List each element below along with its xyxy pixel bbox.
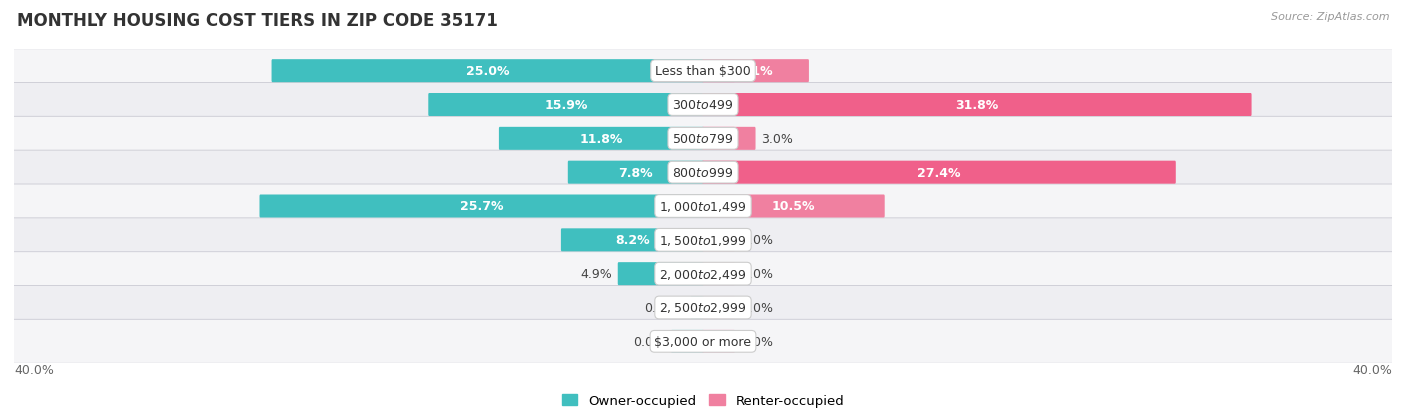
FancyBboxPatch shape xyxy=(690,296,704,319)
Text: $1,000 to $1,499: $1,000 to $1,499 xyxy=(659,199,747,214)
FancyBboxPatch shape xyxy=(0,320,1406,363)
Text: $300 to $499: $300 to $499 xyxy=(672,99,734,112)
Text: 25.7%: 25.7% xyxy=(460,200,503,213)
Legend: Owner-occupied, Renter-occupied: Owner-occupied, Renter-occupied xyxy=(561,394,845,407)
Text: 10.5%: 10.5% xyxy=(772,200,815,213)
Text: 40.0%: 40.0% xyxy=(14,363,53,376)
FancyBboxPatch shape xyxy=(702,161,1175,184)
FancyBboxPatch shape xyxy=(0,185,1406,228)
Text: 3.0%: 3.0% xyxy=(762,133,793,145)
Text: 4.9%: 4.9% xyxy=(579,268,612,280)
FancyBboxPatch shape xyxy=(702,330,735,353)
Text: 0.68%: 0.68% xyxy=(644,301,685,314)
FancyBboxPatch shape xyxy=(671,330,704,353)
FancyBboxPatch shape xyxy=(0,286,1406,330)
FancyBboxPatch shape xyxy=(702,296,735,319)
FancyBboxPatch shape xyxy=(702,94,1251,117)
Text: Less than $300: Less than $300 xyxy=(655,65,751,78)
Text: 6.1%: 6.1% xyxy=(738,65,773,78)
FancyBboxPatch shape xyxy=(499,128,704,150)
FancyBboxPatch shape xyxy=(561,229,704,252)
FancyBboxPatch shape xyxy=(702,128,755,150)
Text: $2,000 to $2,499: $2,000 to $2,499 xyxy=(659,267,747,281)
FancyBboxPatch shape xyxy=(0,151,1406,195)
FancyBboxPatch shape xyxy=(702,94,735,117)
Text: $1,500 to $1,999: $1,500 to $1,999 xyxy=(659,233,747,247)
Text: $3,000 or more: $3,000 or more xyxy=(655,335,751,348)
FancyBboxPatch shape xyxy=(702,195,735,218)
FancyBboxPatch shape xyxy=(0,117,1406,161)
Text: 31.8%: 31.8% xyxy=(955,99,998,112)
FancyBboxPatch shape xyxy=(702,263,735,285)
FancyBboxPatch shape xyxy=(568,161,704,184)
Text: 27.4%: 27.4% xyxy=(917,166,960,179)
Text: 0.0%: 0.0% xyxy=(633,335,665,348)
Text: 15.9%: 15.9% xyxy=(544,99,588,112)
Text: 40.0%: 40.0% xyxy=(1353,363,1392,376)
Text: 0.0%: 0.0% xyxy=(741,335,773,348)
Text: 0.0%: 0.0% xyxy=(741,234,773,247)
FancyBboxPatch shape xyxy=(702,60,808,83)
FancyBboxPatch shape xyxy=(702,128,735,150)
FancyBboxPatch shape xyxy=(702,229,735,252)
Text: $500 to $799: $500 to $799 xyxy=(672,133,734,145)
Text: 25.0%: 25.0% xyxy=(465,65,509,78)
Text: Source: ZipAtlas.com: Source: ZipAtlas.com xyxy=(1271,12,1389,22)
Text: $800 to $999: $800 to $999 xyxy=(672,166,734,179)
FancyBboxPatch shape xyxy=(271,60,704,83)
FancyBboxPatch shape xyxy=(0,83,1406,127)
Text: 8.2%: 8.2% xyxy=(614,234,650,247)
FancyBboxPatch shape xyxy=(617,263,704,285)
FancyBboxPatch shape xyxy=(0,50,1406,93)
Text: 0.0%: 0.0% xyxy=(741,301,773,314)
Text: 7.8%: 7.8% xyxy=(619,166,654,179)
FancyBboxPatch shape xyxy=(260,195,704,218)
FancyBboxPatch shape xyxy=(702,60,735,83)
Text: 11.8%: 11.8% xyxy=(579,133,623,145)
FancyBboxPatch shape xyxy=(702,195,884,218)
Text: $2,500 to $2,999: $2,500 to $2,999 xyxy=(659,301,747,315)
FancyBboxPatch shape xyxy=(429,94,704,117)
FancyBboxPatch shape xyxy=(702,161,735,184)
FancyBboxPatch shape xyxy=(0,218,1406,262)
FancyBboxPatch shape xyxy=(0,252,1406,296)
Text: 0.0%: 0.0% xyxy=(741,268,773,280)
Text: MONTHLY HOUSING COST TIERS IN ZIP CODE 35171: MONTHLY HOUSING COST TIERS IN ZIP CODE 3… xyxy=(17,12,498,30)
